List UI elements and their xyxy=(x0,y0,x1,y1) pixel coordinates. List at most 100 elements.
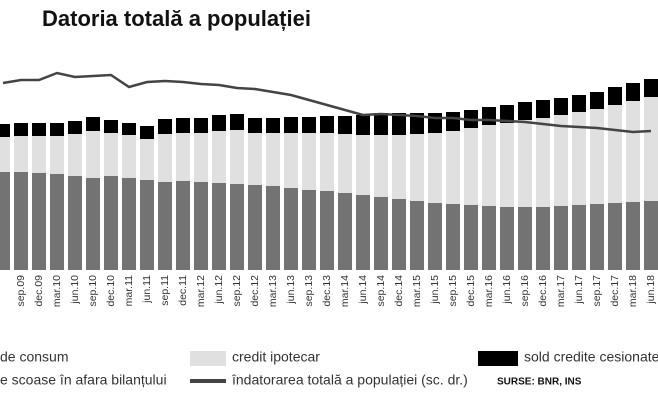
bar-segment xyxy=(194,118,208,133)
bar-segment xyxy=(410,134,424,201)
x-tick-label: jun.11 xyxy=(141,275,153,304)
bar-segment xyxy=(338,134,352,193)
x-tick-label: sep.10 xyxy=(87,275,99,307)
bar-segment xyxy=(14,136,28,172)
bar-segment xyxy=(320,191,334,270)
bar-segment xyxy=(248,185,262,270)
bar-segment xyxy=(608,105,622,203)
x-tick-label: jun.17 xyxy=(573,275,585,305)
x-tick-label: dec.17 xyxy=(609,275,621,307)
x-tick-label: jun.13 xyxy=(285,275,297,305)
bar-segment xyxy=(482,206,496,270)
x-tick-label: jun.16 xyxy=(501,275,513,305)
legend: de consum credit ipotecar sold credite c… xyxy=(0,349,658,388)
bar-segment xyxy=(32,173,46,270)
bar-segment xyxy=(50,174,64,270)
bar-segment xyxy=(140,126,154,139)
x-tick-label: dec.16 xyxy=(537,275,549,307)
bar-segment xyxy=(410,113,424,134)
bar-segment xyxy=(554,206,568,270)
x-tick-label: jun.18 xyxy=(645,275,657,305)
bar-segment xyxy=(122,178,136,270)
bar-segment xyxy=(392,113,406,135)
bar-segment xyxy=(500,207,514,270)
bar-segment xyxy=(266,133,280,186)
bar-segment xyxy=(284,133,298,188)
bar-segment xyxy=(248,118,262,133)
x-tick-label: mar.17 xyxy=(555,275,567,307)
bar-segment xyxy=(626,83,640,101)
x-tick-label: mar.11 xyxy=(123,275,135,306)
x-tick-label: dec.13 xyxy=(321,275,333,307)
bar-segment xyxy=(338,116,352,134)
bar-segment xyxy=(104,120,118,133)
bar-segment xyxy=(212,115,226,131)
x-tick-label: mar.16 xyxy=(483,275,495,307)
x-tick-label: sep.14 xyxy=(375,275,387,307)
bar-segment xyxy=(230,184,244,270)
line-series xyxy=(2,71,652,134)
bar-segment xyxy=(0,172,10,270)
x-tick-label: dec.12 xyxy=(249,275,261,307)
bar-segment xyxy=(302,190,316,270)
bar-segment xyxy=(266,118,280,133)
bar-segment xyxy=(50,136,64,174)
x-tick-label: mar.14 xyxy=(339,275,351,307)
bar-segment xyxy=(302,133,316,190)
bar-segment xyxy=(500,105,514,123)
chart-title: Datoria totală a populației xyxy=(42,6,311,31)
bar-segment xyxy=(608,203,622,270)
bar-segment xyxy=(14,172,28,270)
bar-segment xyxy=(212,183,226,270)
bar-segment xyxy=(176,181,190,270)
bar-segment xyxy=(644,201,658,270)
bar-segment xyxy=(446,112,460,131)
bar-segment xyxy=(536,100,550,118)
bar-segment xyxy=(446,204,460,270)
x-tick-label: jun.14 xyxy=(357,275,369,305)
x-tick-label: mar.13 xyxy=(267,275,279,307)
bar-segment xyxy=(536,207,550,270)
bar-segment xyxy=(0,124,10,137)
legend-label: îndatorarea totală a populației (sc. dr.… xyxy=(231,372,468,388)
bar-segment xyxy=(590,204,604,270)
x-tick-label: sep.13 xyxy=(303,275,315,307)
x-tick-label: jun.12 xyxy=(213,275,225,305)
bar-segment xyxy=(482,125,496,206)
bar-segment xyxy=(122,123,136,135)
bar-segment xyxy=(410,201,424,270)
bar-segment xyxy=(86,178,100,270)
x-tick-label: sep.12 xyxy=(231,275,243,307)
bar-segment xyxy=(50,123,64,136)
bar-segment xyxy=(464,128,478,205)
x-tick-label: mar.10 xyxy=(51,275,63,307)
bar-segment xyxy=(284,188,298,270)
bar-segment xyxy=(590,92,604,109)
bar-segment xyxy=(428,113,442,133)
bar-segment xyxy=(230,114,244,130)
bar-segment xyxy=(32,136,46,173)
bar-segment xyxy=(572,205,586,270)
bar-segment xyxy=(194,182,208,270)
bar-segment xyxy=(230,130,244,184)
legend-label: credit ipotecar xyxy=(232,349,320,365)
bar-segment xyxy=(392,135,406,199)
bar-segment xyxy=(392,199,406,270)
bar-segment xyxy=(104,176,118,270)
bar-segment xyxy=(0,137,10,172)
bar-segment xyxy=(248,133,262,185)
x-tick-label: mar.12 xyxy=(195,275,207,307)
bar-segment xyxy=(158,182,172,270)
bar-segment xyxy=(356,115,370,135)
bar-segment xyxy=(518,207,532,270)
bar-segment xyxy=(446,131,460,204)
bar-segment xyxy=(428,133,442,203)
bar-segment xyxy=(356,195,370,270)
bar-segment xyxy=(140,139,154,180)
bar-segment xyxy=(158,119,172,134)
bar-segment xyxy=(518,102,532,120)
bar-segment xyxy=(554,98,568,115)
legend-swatch xyxy=(190,351,226,366)
source: SURSE: BNR, INS xyxy=(497,377,582,388)
